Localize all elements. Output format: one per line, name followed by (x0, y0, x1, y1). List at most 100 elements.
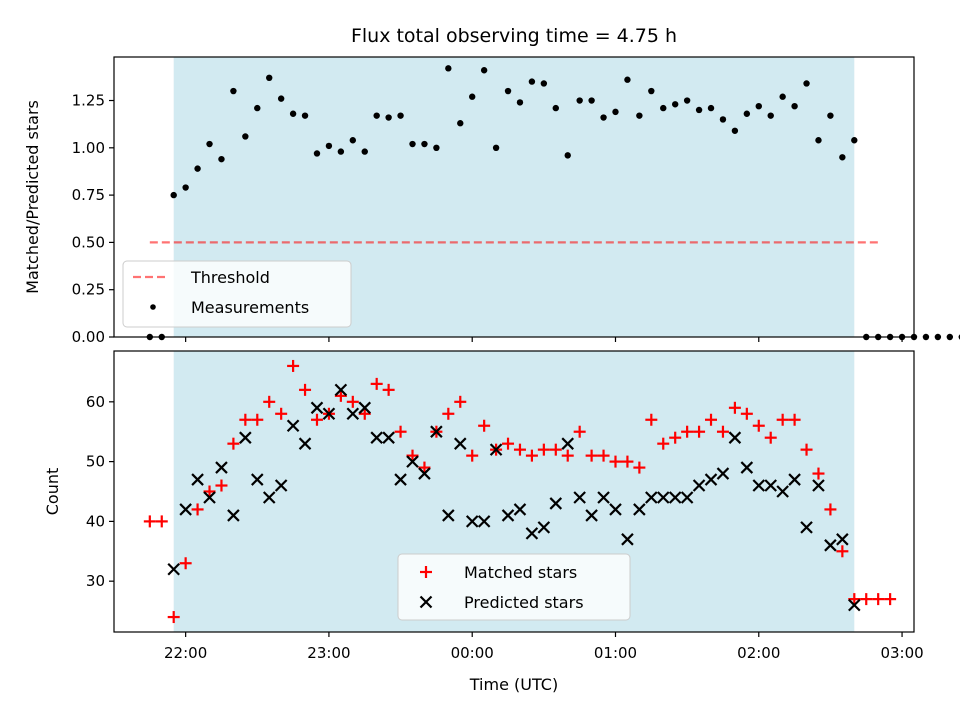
legend-predicted-label: Predicted stars (464, 593, 584, 612)
matched-star-point (287, 359, 300, 372)
measurement-point (325, 142, 333, 150)
measurement-point (719, 116, 727, 123)
matched-star-point (872, 593, 885, 606)
predicted-star-point (239, 431, 252, 444)
matched-star-point (191, 503, 204, 516)
predicted-star-point (525, 527, 539, 540)
measurement-point (612, 108, 619, 116)
predicted-star-point (812, 479, 825, 492)
matched-star-point (418, 461, 431, 474)
predicted-star-point (262, 491, 276, 504)
matched-star-point (728, 401, 741, 414)
predicted-star-point (334, 383, 348, 397)
measurement-point (695, 106, 703, 114)
matched-star-point (275, 407, 288, 420)
matched-star-point (263, 395, 276, 408)
measurement-point (528, 78, 536, 85)
matched-star-point (884, 593, 897, 606)
measurement-point (564, 152, 571, 159)
legend-matched-label: Matched stars (464, 563, 577, 582)
x-tick-label: 02:00 (737, 644, 780, 662)
measurement-point (469, 93, 476, 100)
matched-star-point (466, 449, 479, 462)
predicted-star-point (406, 455, 419, 468)
measurement-point (767, 112, 774, 119)
matched-star-point (669, 431, 682, 444)
predicted-star-point (453, 437, 467, 450)
matched-star-point (394, 425, 407, 438)
matched-star-point (848, 593, 861, 606)
matched-star-point (167, 611, 180, 624)
predicted-star-point (752, 479, 766, 492)
predicted-star-point (382, 431, 395, 444)
measurement-point (624, 76, 631, 83)
predicted-star-point (764, 479, 777, 492)
matched-star-point (299, 383, 312, 396)
predicted-star-point (788, 473, 801, 486)
y-tick-label: 1.00 (72, 139, 105, 157)
matched-star-point (705, 413, 718, 426)
matched-star-point (836, 545, 849, 558)
x-tick-label: 01:00 (594, 644, 637, 662)
predicted-star-point (215, 461, 228, 474)
ratio-y-axis-label: Matched/Predicted stars (23, 100, 42, 294)
predicted-star-point (549, 497, 563, 510)
y-tick-label: 1.25 (72, 92, 105, 110)
matched-star-point (454, 395, 467, 408)
predicted-star-point (442, 509, 455, 522)
measurement-point (206, 140, 213, 148)
predicted-star-point (346, 407, 360, 421)
measurement-point (552, 104, 559, 112)
measurement-point (182, 184, 189, 191)
y-tick-label: 0.00 (72, 328, 105, 346)
legend-predicted-swatch (419, 595, 433, 609)
measurement-point (815, 137, 822, 144)
legend-measurements-swatch (150, 304, 156, 310)
ratio-panel-frame (113, 56, 915, 338)
measurement-point (445, 65, 452, 72)
measurement-point (337, 148, 345, 155)
predicted-star-point (573, 491, 586, 504)
matched-star-point (740, 407, 753, 420)
predicted-star-point (179, 503, 192, 516)
matched-star-point (860, 593, 873, 606)
measurement-point (242, 133, 249, 140)
matched-star-point (358, 407, 371, 420)
measurement-point (409, 140, 416, 148)
measurement-point (170, 191, 177, 199)
predicted-star-point (585, 509, 598, 522)
predicted-star-point (668, 491, 682, 504)
matched-star-point (513, 443, 526, 456)
count-panel-frame (113, 350, 915, 633)
predicted-star-point (251, 473, 264, 486)
measurement-point (779, 93, 786, 100)
predicted-star-point (465, 515, 479, 528)
matched-star-point (693, 425, 706, 438)
measurement-point (648, 87, 655, 95)
x-tick-label: 00:00 (451, 644, 494, 662)
predicted-star-point (418, 467, 431, 480)
predicted-star-point (394, 473, 407, 486)
measurement-point (492, 144, 500, 152)
count-y-axis-label: Count (43, 468, 62, 516)
x-tick-label: 22:00 (164, 644, 207, 662)
measurement-point (218, 155, 225, 163)
predicted-star-point (776, 485, 789, 498)
predicted-star-point (656, 491, 670, 504)
predicted-star-point (286, 419, 300, 433)
matched-star-point (251, 413, 264, 426)
matched-star-point (227, 437, 240, 450)
predicted-star-point (704, 473, 718, 486)
measurement-point (946, 333, 954, 341)
measurement-point (313, 150, 321, 157)
y-tick-label: 0.25 (72, 281, 105, 299)
y-tick-label: 50 (86, 453, 105, 471)
measurement-point (349, 137, 357, 144)
matched-star-point (370, 377, 383, 390)
matched-star-point (621, 455, 634, 468)
matched-star-point (537, 443, 550, 456)
measurement-point (671, 101, 679, 108)
predicted-star-point (322, 407, 336, 421)
